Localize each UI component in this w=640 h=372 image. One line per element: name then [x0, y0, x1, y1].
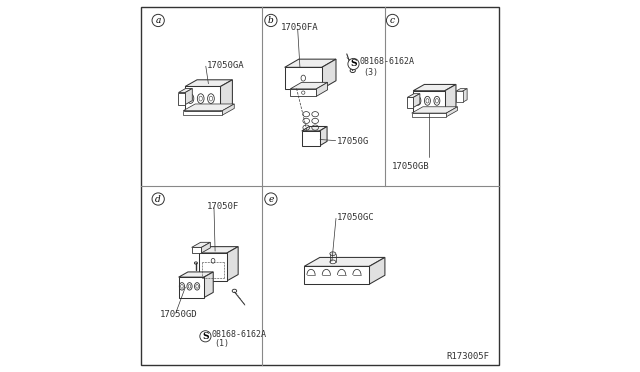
Text: b: b	[268, 16, 274, 25]
Text: (3): (3)	[363, 68, 378, 77]
Text: e: e	[268, 195, 273, 203]
Polygon shape	[185, 86, 221, 111]
Polygon shape	[322, 59, 336, 89]
Text: 17050GC: 17050GC	[337, 213, 374, 222]
Polygon shape	[179, 89, 192, 93]
Text: (1): (1)	[215, 339, 230, 348]
Polygon shape	[191, 247, 202, 253]
Text: a: a	[156, 16, 161, 25]
Ellipse shape	[350, 69, 355, 73]
Polygon shape	[304, 257, 385, 266]
Polygon shape	[183, 104, 234, 111]
Text: S: S	[202, 332, 209, 341]
Polygon shape	[285, 67, 322, 89]
Polygon shape	[185, 89, 192, 105]
Polygon shape	[445, 84, 456, 113]
Polygon shape	[456, 89, 467, 91]
Polygon shape	[456, 91, 463, 102]
Text: 17050GD: 17050GD	[160, 310, 198, 319]
Text: 08168-6162A: 08168-6162A	[211, 330, 266, 339]
Text: 08168-6162A: 08168-6162A	[359, 57, 414, 66]
Polygon shape	[413, 94, 420, 108]
Ellipse shape	[195, 262, 197, 264]
Polygon shape	[302, 126, 327, 131]
Polygon shape	[199, 253, 227, 281]
Polygon shape	[227, 247, 238, 281]
Polygon shape	[412, 113, 446, 117]
Polygon shape	[302, 131, 319, 146]
Text: d: d	[156, 195, 161, 203]
Polygon shape	[285, 59, 336, 67]
Polygon shape	[183, 111, 222, 115]
Polygon shape	[463, 89, 467, 102]
Text: 17050GA: 17050GA	[207, 61, 244, 70]
Text: 17050F: 17050F	[207, 202, 239, 211]
Polygon shape	[185, 80, 232, 86]
Polygon shape	[179, 93, 185, 105]
Polygon shape	[446, 107, 458, 117]
Polygon shape	[316, 82, 328, 96]
Text: c: c	[390, 16, 395, 25]
Text: 17050G: 17050G	[337, 137, 369, 146]
Polygon shape	[179, 277, 204, 298]
Polygon shape	[204, 272, 213, 298]
Ellipse shape	[330, 260, 336, 264]
Text: S: S	[350, 60, 356, 68]
Polygon shape	[191, 242, 211, 247]
Polygon shape	[407, 94, 420, 97]
Polygon shape	[369, 257, 385, 284]
Text: 17050FA: 17050FA	[281, 23, 319, 32]
Polygon shape	[319, 126, 327, 146]
Polygon shape	[291, 82, 328, 89]
Polygon shape	[407, 97, 413, 108]
Polygon shape	[413, 84, 456, 91]
Polygon shape	[179, 272, 213, 277]
Polygon shape	[199, 247, 238, 253]
Polygon shape	[412, 107, 458, 113]
Polygon shape	[221, 80, 232, 111]
Text: R173005F: R173005F	[446, 352, 489, 361]
Polygon shape	[413, 91, 445, 113]
Polygon shape	[202, 242, 211, 253]
Polygon shape	[222, 104, 234, 115]
Polygon shape	[304, 266, 369, 284]
Polygon shape	[291, 89, 316, 96]
Ellipse shape	[232, 289, 237, 292]
Ellipse shape	[330, 252, 336, 256]
Text: 17050GB: 17050GB	[392, 162, 430, 171]
